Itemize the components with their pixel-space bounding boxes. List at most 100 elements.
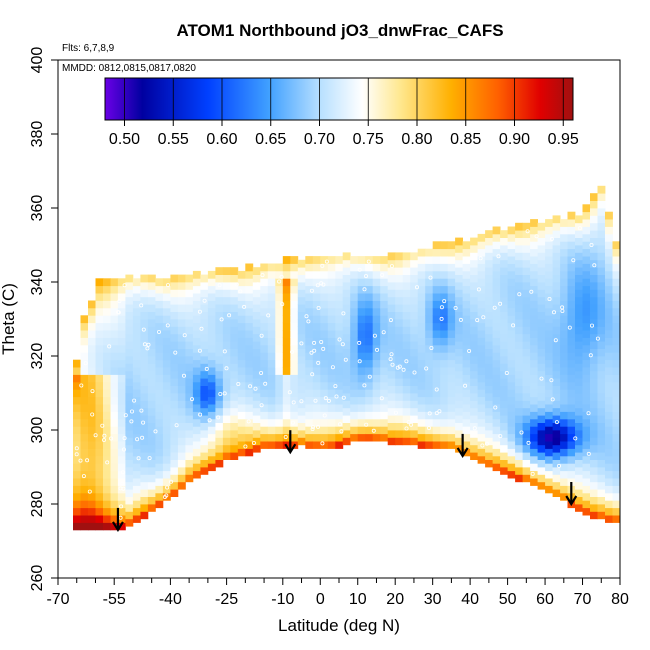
heatmap-cell	[327, 352, 336, 361]
heatmap-cell	[215, 296, 224, 305]
observation-point	[472, 426, 477, 431]
heatmap-cell	[177, 326, 186, 335]
observation-point	[571, 258, 576, 263]
heatmap-cell	[492, 433, 501, 442]
heatmap-cell	[162, 433, 171, 442]
heatmap-cell	[440, 322, 449, 331]
heatmap-cell	[170, 274, 179, 283]
heatmap-cell	[567, 330, 576, 338]
observation-point	[319, 339, 324, 344]
heatmap-cell	[477, 285, 486, 294]
heatmap-cell	[185, 326, 194, 335]
heatmap-cell	[103, 344, 111, 353]
heatmap-cell	[297, 259, 306, 268]
heatmap-cell	[245, 307, 254, 316]
observation-point	[93, 433, 98, 438]
heatmap-cell	[470, 363, 478, 372]
heatmap-cell	[125, 385, 134, 394]
heatmap-cell	[252, 319, 261, 327]
heatmap-cell	[140, 489, 149, 497]
heatmap-cell	[590, 304, 598, 312]
heatmap-cell	[237, 300, 246, 309]
heatmap-cell	[485, 422, 493, 431]
heatmap-cell	[492, 337, 501, 346]
observation-point	[404, 359, 409, 364]
heatmap-cell	[455, 341, 463, 349]
heatmap-cell	[260, 322, 269, 331]
observation-point	[371, 428, 376, 433]
heatmap-cell	[440, 441, 449, 449]
heatmap-cell	[515, 378, 523, 386]
heatmap-cell	[290, 256, 299, 264]
heatmap-cell	[267, 352, 276, 361]
heatmap-cell	[162, 330, 171, 338]
heatmap-cell	[282, 330, 291, 338]
heatmap-cell	[425, 256, 434, 264]
heatmap-cell	[192, 293, 201, 301]
heatmap-cell	[260, 411, 269, 420]
heatmap-cell	[200, 319, 209, 327]
heatmap-cell	[605, 248, 613, 257]
heatmap-cell	[95, 389, 104, 398]
heatmap-cell	[350, 322, 359, 331]
heatmap-cell	[282, 418, 291, 427]
heatmap-cell	[222, 407, 231, 416]
observation-point	[320, 263, 325, 268]
heatmap-cell	[342, 304, 351, 312]
heatmap-cell	[222, 370, 231, 379]
heatmap-cell	[507, 448, 516, 457]
heatmap-cell	[252, 356, 261, 364]
heatmap-cell	[387, 407, 396, 416]
heatmap-cell	[432, 256, 441, 264]
observation-point	[140, 435, 145, 440]
heatmap-cell	[73, 389, 81, 398]
heatmap-cell	[447, 426, 456, 435]
heatmap-cell	[590, 311, 598, 320]
observation-point	[260, 273, 265, 278]
heatmap-cell	[560, 485, 568, 494]
heatmap-cell	[282, 433, 291, 442]
observation-point	[224, 366, 229, 371]
heatmap-cell	[567, 374, 576, 383]
observation-point	[280, 302, 285, 307]
heatmap-cell	[612, 507, 620, 516]
heatmap-cell	[88, 515, 96, 523]
heatmap-cell	[605, 322, 613, 331]
heatmap-cell	[597, 289, 606, 298]
heatmap-cell	[147, 467, 156, 475]
arrow-markers	[112, 430, 578, 532]
heatmap-cell	[88, 441, 96, 449]
heatmap-cell	[552, 341, 561, 349]
observation-point	[409, 422, 414, 427]
heatmap-cell	[312, 389, 321, 398]
heatmap-cell	[222, 319, 231, 327]
observation-point	[412, 370, 417, 375]
heatmap-cell	[185, 356, 194, 364]
heatmap-cell	[530, 285, 538, 294]
heatmap-cell	[582, 500, 591, 509]
observation-point	[309, 350, 314, 355]
heatmap-cell	[462, 322, 471, 331]
heatmap-cell	[522, 274, 531, 283]
heatmap-cell	[545, 396, 553, 405]
heatmap-cell	[402, 311, 411, 320]
heatmap-cell	[327, 322, 336, 331]
heatmap-cell	[552, 467, 561, 475]
heatmap-cell	[215, 333, 224, 342]
heatmap-cell	[380, 263, 389, 272]
heatmap-cell	[162, 300, 171, 309]
heatmap-cell	[365, 411, 374, 420]
heatmap-cell	[73, 381, 81, 390]
x-tick-label: -70	[46, 591, 69, 608]
heatmap-cell	[357, 418, 366, 427]
heatmap-cell	[582, 389, 591, 398]
heatmap-cell	[470, 245, 478, 253]
heatmap-cell	[530, 270, 538, 279]
heatmap-cell	[320, 344, 329, 353]
heatmap-cell	[492, 226, 501, 235]
heatmap-cell	[125, 282, 134, 290]
observation-point	[326, 398, 331, 403]
heatmap-cell	[545, 285, 553, 294]
heatmap-cell	[605, 233, 613, 242]
observation-point	[153, 429, 158, 434]
